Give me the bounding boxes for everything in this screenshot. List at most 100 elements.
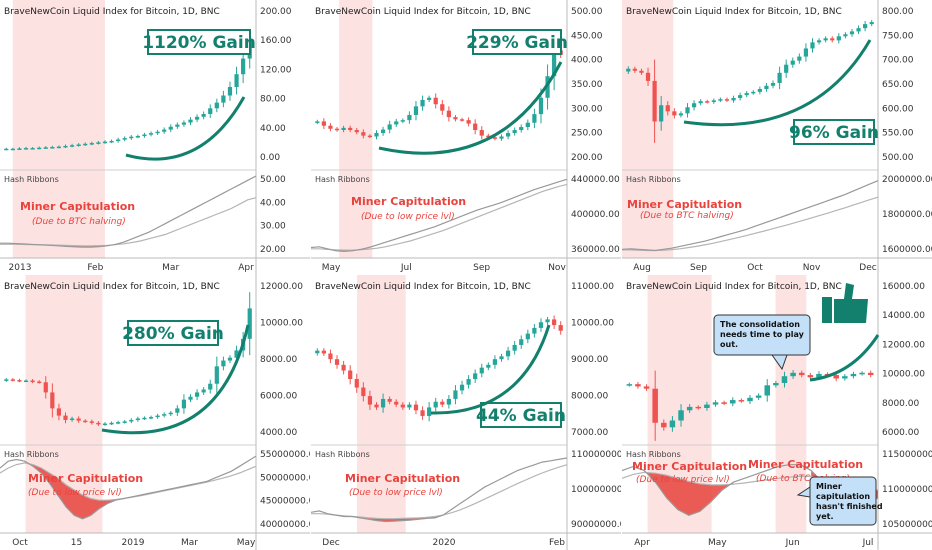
price-tick-label: 4000.00 <box>260 428 297 438</box>
price-candle <box>181 122 187 125</box>
price-candle <box>50 146 55 149</box>
price-tick-label: 550.00 <box>882 129 914 139</box>
price-candle <box>446 110 451 118</box>
price-candle <box>738 95 743 98</box>
price-candle <box>63 145 68 148</box>
price-candle <box>859 372 865 375</box>
x-tick-label: Nov <box>803 263 821 273</box>
price-candle <box>10 379 15 381</box>
price-candle <box>50 392 55 409</box>
price-candle <box>652 388 658 423</box>
capitulation-shade <box>622 0 674 258</box>
price-candle <box>234 350 239 358</box>
price-tick-label: 10000.00 <box>260 319 303 329</box>
capitulation-label: Miner Capitulation <box>632 460 747 473</box>
price-candle <box>850 373 857 377</box>
gain-label: 96% Gain <box>789 123 879 143</box>
hash-tick-label: 1800000.00 <box>882 210 932 220</box>
hash-ribbon-fast <box>622 180 879 252</box>
price-candle <box>552 319 557 326</box>
price-candle <box>400 404 405 408</box>
price-candle <box>89 421 94 423</box>
price-candle <box>538 322 544 328</box>
price-candle <box>162 414 167 416</box>
price-candle <box>755 395 762 398</box>
price-candle <box>241 58 246 75</box>
price-candle <box>129 136 134 139</box>
price-candle <box>781 376 788 384</box>
price-candle <box>221 360 226 367</box>
chart-svg: 800.00 750.00 700.00 650.00 600.00 550.00 500.… <box>622 0 932 275</box>
price-candle <box>427 97 432 100</box>
chart-svg: 500.00 450.00 400.00 350.00 300.00 250.00 200.… <box>311 0 621 275</box>
chart-panel-6: 16000.00 14000.00 12000.00 10000.00 8000.00 6… <box>622 275 932 550</box>
price-candle <box>459 119 465 121</box>
price-candle <box>76 418 81 421</box>
price-candle <box>96 142 101 144</box>
hash-tick-label: 105000000.00 <box>882 520 932 530</box>
price-candle <box>558 325 563 331</box>
price-candle <box>519 339 524 345</box>
price-candle <box>823 38 828 41</box>
price-candle <box>168 126 173 130</box>
price-candle <box>721 402 727 404</box>
price-candle <box>188 396 193 400</box>
price-candle <box>433 401 438 408</box>
price-candle <box>659 105 664 122</box>
up-arrow <box>809 334 880 382</box>
hash-tick-label: 110000000.00 <box>882 485 932 495</box>
price-candle <box>208 383 213 390</box>
price-candle <box>374 133 379 137</box>
hash-tick-label: 20.00 <box>260 245 286 255</box>
hash-ribbons-title: Hash Ribbons <box>315 175 370 184</box>
gain-arrow <box>101 324 250 435</box>
price-candle <box>686 406 693 411</box>
price-candle <box>512 130 517 134</box>
price-tick-label: 700.00 <box>882 56 914 66</box>
price-candle <box>116 139 121 142</box>
gain-arrow <box>378 61 563 155</box>
price-tick-label: 300.00 <box>571 104 603 114</box>
price-candle <box>135 418 140 421</box>
price-candle <box>214 366 219 384</box>
chart-title: BraveNewCoin Liquid Index for Bitcoin, 1… <box>4 282 220 292</box>
price-candle <box>479 367 484 374</box>
price-candle <box>201 389 206 393</box>
price-tick-label: 500.00 <box>571 7 603 17</box>
chart-panel-2: 500.00 450.00 400.00 350.00 300.00 250.00 200.… <box>311 0 621 275</box>
x-tick-label: Apr <box>634 538 650 548</box>
price-tick-label: 160.00 <box>260 36 292 46</box>
price-candle <box>102 141 108 144</box>
price-candle <box>538 97 544 115</box>
chart-title: BraveNewCoin Liquid Index for Bitcoin, 1… <box>626 7 842 17</box>
price-tick-label: 10000.00 <box>882 370 925 380</box>
price-candle <box>784 64 789 73</box>
price-candle <box>37 381 42 384</box>
price-tick-label: 8000.00 <box>882 399 919 409</box>
price-candle <box>473 373 478 380</box>
price-candle <box>685 107 690 114</box>
price-tick-label: 0.00 <box>260 153 280 163</box>
price-tick-label: 6000.00 <box>882 428 919 438</box>
price-candle <box>380 129 386 134</box>
price-candle <box>315 350 320 354</box>
x-tick-label: Oct <box>12 538 28 548</box>
price-candle <box>321 121 326 126</box>
price-candle <box>142 417 147 420</box>
price-candle <box>816 373 822 378</box>
chart-svg: 11000.00 10000.00 9000.00 8000.00 7000.00 110… <box>311 275 621 550</box>
price-candle <box>869 22 874 25</box>
gain-box <box>127 320 219 346</box>
price-candle <box>374 404 379 408</box>
price-candle <box>394 121 399 125</box>
price-candle <box>407 404 412 408</box>
price-candle <box>56 146 62 149</box>
price-candle <box>525 333 530 340</box>
capitulation-note: (Due to low price lvl) <box>349 488 443 498</box>
x-tick-label: May <box>237 538 256 548</box>
price-candle <box>691 103 697 108</box>
hash-ribbons-title: Hash Ribbons <box>4 450 59 459</box>
price-candle <box>440 104 445 111</box>
